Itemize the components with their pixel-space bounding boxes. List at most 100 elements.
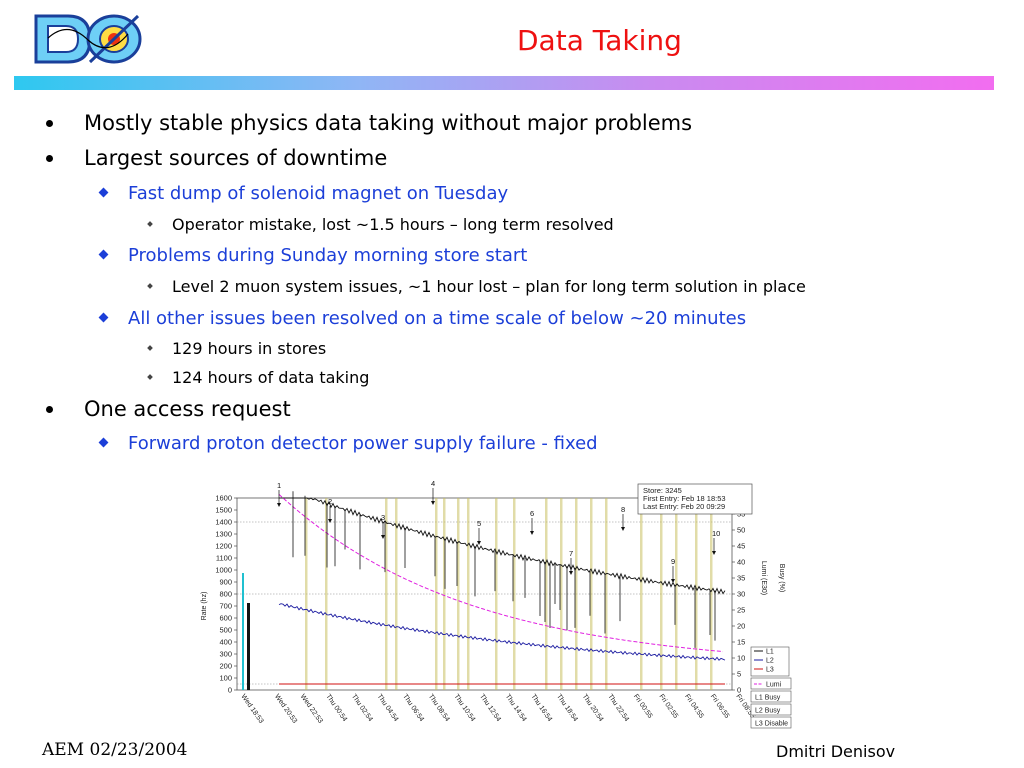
diamond-bullet-icon	[98, 249, 109, 260]
left-tick-label: 1200	[215, 542, 232, 551]
bullet-level1: One access request	[46, 397, 291, 421]
right-tick-label: 45	[737, 542, 745, 551]
busy-bar	[710, 498, 713, 690]
small-bullet-icon	[147, 374, 153, 380]
time-label: Thu 18:54	[555, 693, 579, 723]
time-label: Thu 04:54	[376, 693, 400, 723]
marker-arrowhead	[671, 579, 675, 583]
busy-bar	[660, 498, 663, 690]
marker-label: 6	[530, 509, 534, 518]
left-tick-label: 1000	[215, 566, 232, 575]
d0-logo	[34, 14, 142, 64]
bullet-text: One access request	[84, 397, 291, 421]
bullet-text: Operator mistake, lost ~1.5 hours – long…	[172, 215, 614, 234]
left-tick-label: 1300	[215, 530, 232, 539]
left-tick-label: 600	[219, 614, 232, 623]
pre-store-block	[247, 603, 250, 690]
busy-bar	[443, 498, 446, 690]
busy-bar	[385, 498, 388, 690]
busy-bar	[545, 498, 548, 690]
bullet-dot-icon	[46, 120, 53, 127]
busy-bars	[242, 498, 713, 690]
store-markers: 1 2 3 4 5 6 7 8 9 10	[277, 479, 720, 583]
footer-author: Dmitri Denisov	[776, 742, 896, 761]
right-axis-ticks: 5550454035302520151050	[732, 510, 745, 695]
time-label: Thu 22:54	[606, 693, 630, 723]
busy-bar	[435, 498, 438, 690]
busy-bar	[590, 498, 593, 690]
time-label: Thu 00:54	[324, 693, 348, 723]
bullet-level3: 129 hours in stores	[147, 339, 326, 358]
time-label: Thu 20:54	[581, 693, 605, 723]
left-tick-label: 1400	[215, 518, 232, 527]
marker-arrowhead	[477, 541, 481, 545]
busy-bar	[513, 498, 516, 690]
legend-label: L1	[766, 649, 774, 656]
right-tick-label: 5	[737, 670, 741, 679]
right-tick-label: 10	[737, 654, 745, 663]
time-label: Fri 00:55	[632, 693, 654, 720]
time-label: Thu 14:54	[504, 693, 528, 723]
bullet-text: Level 2 muon system issues, ~1 hour lost…	[172, 277, 806, 296]
legend-box-lines	[750, 646, 790, 677]
store-number: Store: 3245	[643, 486, 682, 495]
busy-bar	[695, 498, 698, 690]
marker-label: 7	[569, 549, 573, 558]
bullet-level2: Forward proton detector power supply fai…	[98, 433, 598, 454]
busy-bar	[560, 498, 563, 690]
time-label: Fri 06:55	[709, 693, 731, 720]
slide-title: Data Taking	[517, 24, 682, 57]
bullet-text: Problems during Sunday morning store sta…	[128, 245, 528, 266]
bullet-dot-icon	[46, 155, 53, 162]
right-tick-label: 40	[737, 558, 745, 567]
left-tick-label: 500	[219, 626, 232, 635]
busy-bar	[305, 498, 308, 690]
busy-bar	[605, 498, 608, 690]
legend-box	[750, 716, 792, 729]
left-tick-label: 300	[219, 650, 232, 659]
left-tick-label: 100	[219, 674, 232, 683]
bullet-text: 124 hours of data taking	[172, 368, 370, 387]
left-tick-label: 400	[219, 638, 232, 647]
right-tick-label: 50	[737, 526, 745, 535]
footer-date: AEM 02/23/2004	[42, 740, 188, 760]
left-tick-label: 0	[228, 686, 232, 695]
left-tick-label: 900	[219, 578, 232, 587]
bullet-text: Forward proton detector power supply fai…	[128, 433, 598, 454]
time-label: Thu 12:54	[478, 693, 502, 723]
legend-label: L3	[766, 667, 774, 674]
data-taking-rate-chart: 1600150014001300120011001000900800700600…	[201, 479, 792, 729]
busy-bar	[457, 498, 460, 690]
bullet-dot-icon	[46, 406, 53, 413]
bullet-level2: All other issues been resolved on a time…	[98, 308, 747, 329]
time-label: Fri 04:55	[683, 693, 705, 720]
left-tick-label: 1600	[215, 494, 232, 503]
y-axis-label-lumi: Lumi (E30)	[760, 561, 767, 595]
busy-bar	[395, 498, 398, 690]
right-tick-label: 15	[737, 638, 745, 647]
time-label: Fri 02:55	[657, 693, 679, 720]
time-label: Thu 16:54	[529, 693, 553, 723]
busy-bar	[495, 498, 498, 690]
diamond-bullet-icon	[98, 187, 109, 198]
bullet-text: Fast dump of solenoid magnet on Tuesday	[128, 183, 509, 204]
first-entry: First Entry: Feb 18 18:53	[643, 494, 726, 503]
bullet-text: Mostly stable physics data taking withou…	[84, 111, 693, 135]
bullet-text: Largest sources of downtime	[84, 146, 388, 170]
marker-arrowhead	[328, 519, 332, 523]
busy-bar	[640, 498, 643, 690]
marker-label: 3	[381, 513, 385, 522]
busy-bar	[575, 498, 578, 690]
marker-label: 1	[277, 481, 281, 490]
bullet-level3: Level 2 muon system issues, ~1 hour lost…	[147, 277, 806, 296]
time-label: Thu 08:54	[427, 693, 451, 723]
bullet-text: All other issues been resolved on a time…	[128, 308, 747, 329]
bullet-level1: Largest sources of downtime	[46, 146, 388, 170]
legend-box	[750, 690, 792, 703]
diamond-bullet-icon	[98, 312, 109, 323]
l2-rate-line	[278, 603, 726, 661]
time-label: Wed 22:53	[299, 693, 324, 725]
chart-legend: L1 L2 L3 Lumi L1 Busy L2 Busy L3 Disable	[750, 646, 792, 729]
marker-arrowhead	[277, 503, 281, 507]
time-label: Thu 02:54	[350, 693, 374, 723]
